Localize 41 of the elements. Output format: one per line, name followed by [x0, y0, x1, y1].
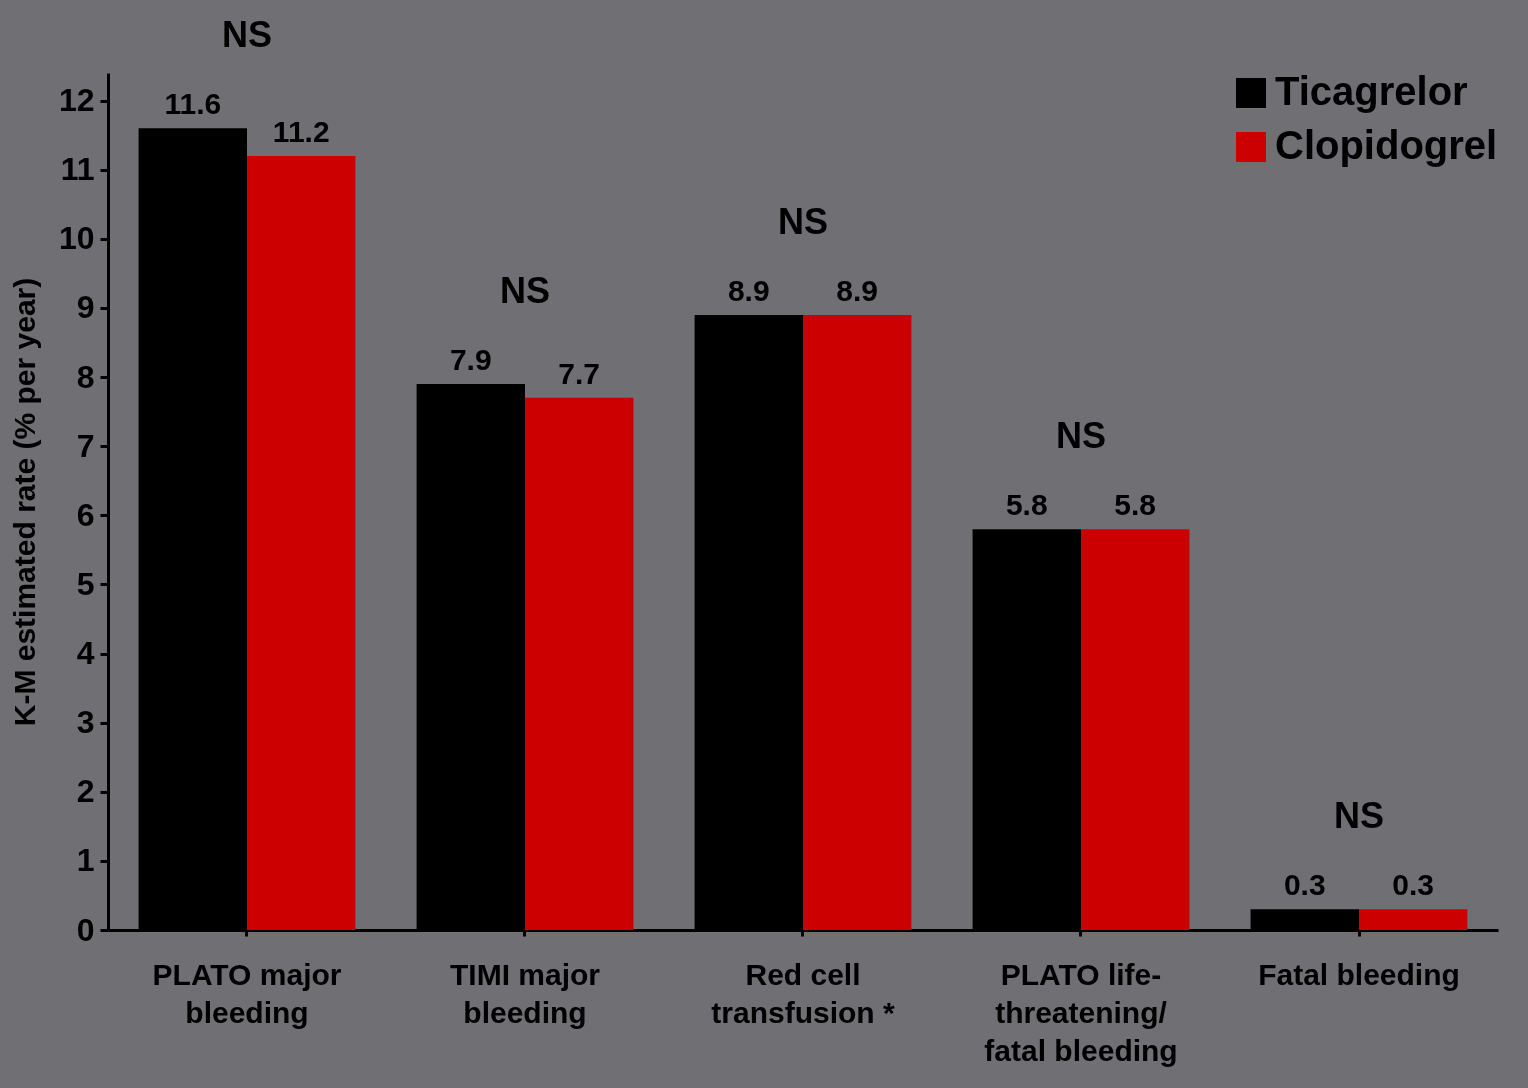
- annotation: NS: [1055, 415, 1107, 457]
- legend-label: Ticagrelor: [1275, 69, 1468, 113]
- y-tick-label: 3: [76, 704, 95, 741]
- data-label: 8.9: [836, 273, 879, 307]
- data-label: 0.3: [1283, 868, 1326, 902]
- data-label: 7.7: [558, 356, 601, 390]
- bar: [247, 155, 356, 930]
- data-label: 0.3: [1392, 868, 1435, 902]
- data-label: 11.6: [164, 87, 222, 121]
- bar: [1081, 529, 1190, 930]
- x-tick-label: PLATO life-threatening/fatal bleeding: [984, 957, 1178, 1067]
- x-tick-label: PLATO major bleeding: [152, 957, 342, 1029]
- annotation: NS: [1333, 795, 1385, 837]
- y-tick-label: 9: [76, 289, 95, 326]
- y-tick-label: 8: [76, 358, 95, 395]
- y-tick-label: 12: [58, 82, 95, 119]
- y-tick-label: 1: [76, 842, 95, 879]
- legend-label: Clopidogrel: [1275, 123, 1498, 167]
- x-tick-label: Fatal bleeding: [1258, 957, 1460, 991]
- y-tick-label: 5: [76, 565, 95, 602]
- annotation: NS: [499, 270, 551, 312]
- data-label: 11.2: [272, 114, 330, 148]
- text: NS: [221, 14, 273, 56]
- y-tick-label: 10: [58, 220, 95, 257]
- bar: [803, 314, 912, 930]
- y-axis-title: K-M estimated rate (% per year): [7, 277, 41, 727]
- y-tick-label: 6: [76, 496, 95, 533]
- data-label: 7.9: [449, 343, 492, 377]
- data-label: 5.8: [1114, 488, 1157, 522]
- x-tick-label: Red cell transfusion *: [711, 957, 895, 1029]
- x-tick-label: TIMI major bleeding: [449, 957, 601, 1029]
- data-label: 5.8: [1005, 488, 1048, 522]
- data-label: 8.9: [727, 273, 770, 307]
- annotation: NS: [777, 200, 829, 242]
- bar: [525, 397, 634, 930]
- y-tick-label: 4: [76, 635, 95, 672]
- y-tick-label: 0: [76, 911, 95, 948]
- y-tick-label: 2: [76, 773, 95, 810]
- y-tick-label: 7: [76, 427, 95, 464]
- bar: [1359, 909, 1468, 930]
- y-tick-label: 11: [60, 151, 95, 188]
